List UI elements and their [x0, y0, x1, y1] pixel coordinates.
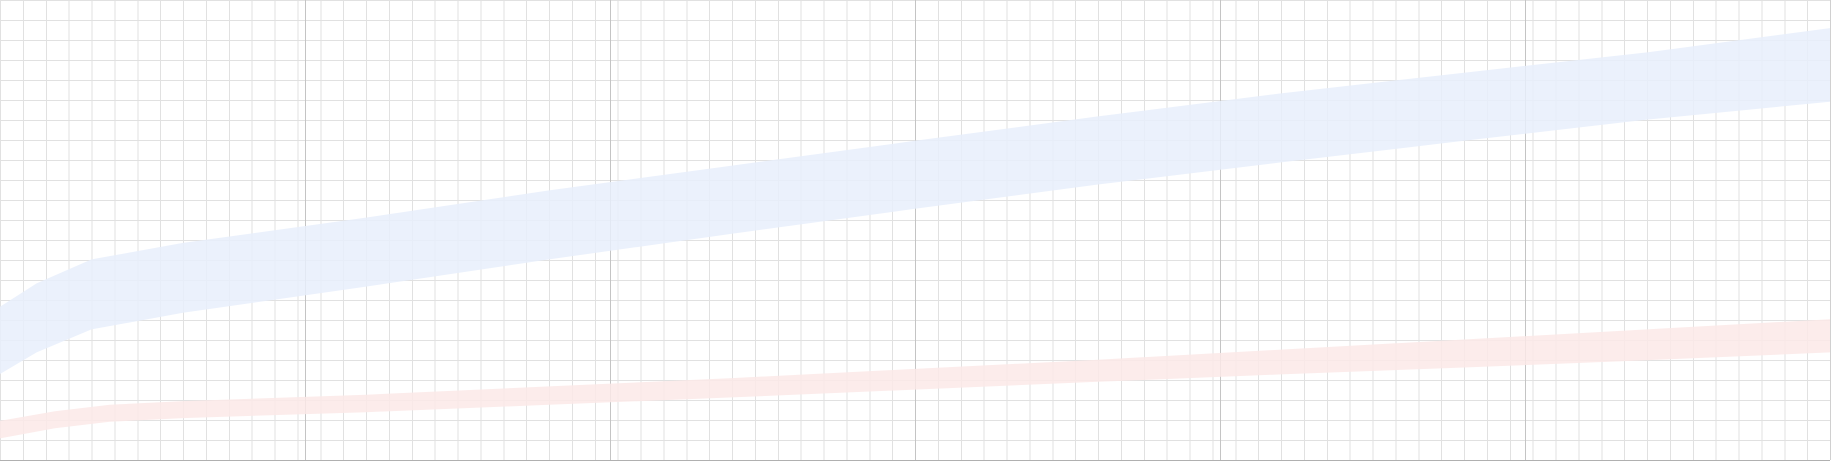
band-series-2: [0, 319, 1830, 439]
band-series-1: [0, 28, 1830, 374]
confidence-bands: [0, 28, 1830, 439]
